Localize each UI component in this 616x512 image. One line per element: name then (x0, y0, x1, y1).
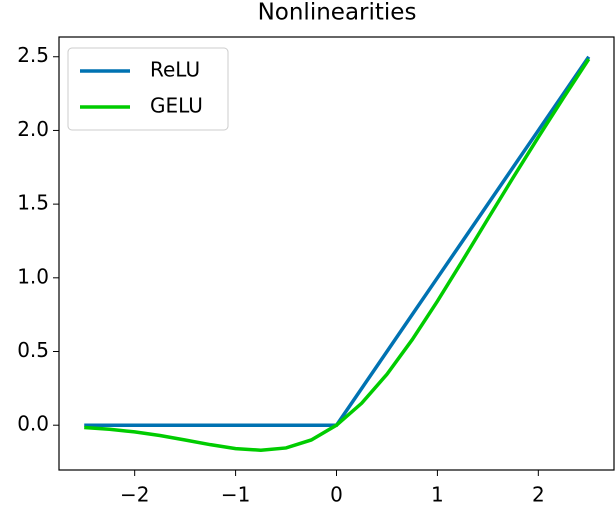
y-tick-label: 2.0 (17, 117, 49, 141)
y-tick-label: 2.5 (17, 43, 49, 67)
y-tick-label: 1.5 (17, 191, 49, 215)
legend-box (67, 47, 229, 131)
x-tick-label: 2 (532, 483, 545, 507)
chart-title: Nonlinearities (258, 0, 417, 26)
legend-label: GELU (150, 94, 203, 118)
x-tick-label: −1 (221, 483, 250, 507)
y-tick-label: 0.5 (17, 338, 49, 362)
legend-label: ReLU (150, 58, 200, 82)
x-tick-label: 1 (431, 483, 444, 507)
y-tick-label: 1.0 (17, 264, 49, 288)
x-tick-label: −2 (120, 483, 149, 507)
x-tick-label: 0 (330, 483, 343, 507)
y-tick-label: 0.0 (17, 412, 49, 436)
line (84, 58, 591, 453)
plot-frame (58, 36, 615, 471)
